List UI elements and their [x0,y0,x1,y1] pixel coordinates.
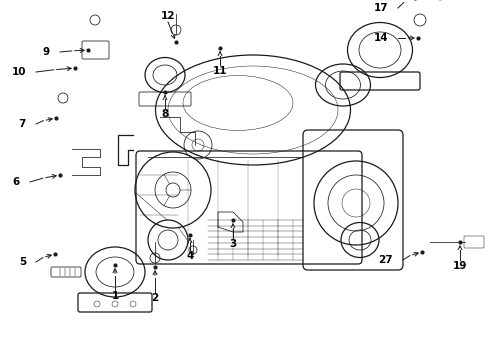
Text: 4: 4 [186,251,194,261]
Text: 14: 14 [373,33,388,43]
Text: 6: 6 [13,177,20,187]
Text: 8: 8 [161,109,169,119]
Text: 2: 2 [151,293,159,303]
Text: 27: 27 [378,255,393,265]
Text: 11: 11 [213,66,227,76]
Text: 12: 12 [161,11,175,21]
Text: 10: 10 [11,67,26,77]
Text: 19: 19 [453,261,467,271]
Text: 9: 9 [43,47,50,57]
Text: 7: 7 [19,119,26,129]
Text: 5: 5 [19,257,26,267]
Text: 1: 1 [111,291,119,301]
Text: 3: 3 [229,239,237,249]
Text: 17: 17 [373,3,388,13]
